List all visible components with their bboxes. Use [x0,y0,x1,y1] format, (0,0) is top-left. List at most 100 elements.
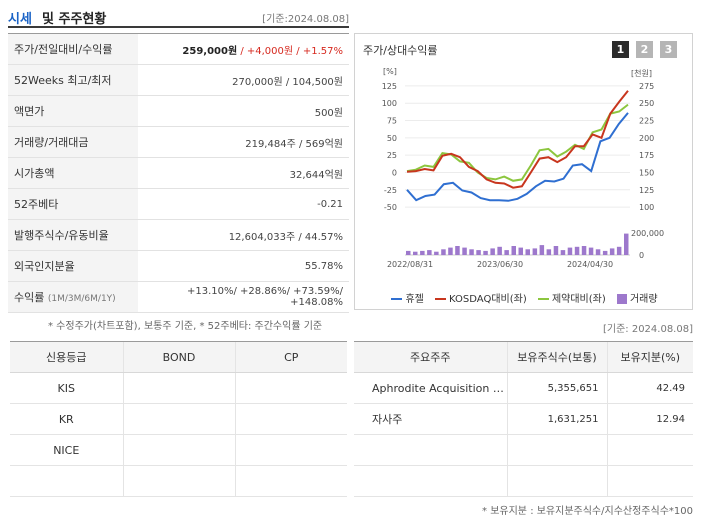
table-row: 주가/전일대비/수익률 259,000원 / +4,000원 / +1.57% [8,33,349,65]
table-row [10,465,347,497]
holder-name: 자사주 [354,403,507,435]
price-change: +4,000원 [246,45,294,57]
table-row: 52주베타 -0.21 [8,188,349,220]
volume-bar [469,249,474,256]
left-tick-label: 25 [387,151,397,160]
legend-item: 제약대비(좌) [537,294,606,305]
column-header: 주요주주 [354,341,507,373]
table-row [354,434,693,466]
holder-shares: 5,355,651 [506,372,607,404]
stat-value: 32,644억원 [138,157,349,189]
volume-bar [588,247,594,255]
holder-percent [606,434,693,466]
current-price: 259,000원 [182,45,238,57]
volume-bar [609,248,615,255]
stat-value: +13.10%/ +28.86%/ +73.59%/ +148.08% [138,281,349,313]
volume-bar [490,248,495,255]
holder-percent: 42.49 [606,372,693,404]
left-axis-unit: [%] [383,67,397,76]
stat-value: 500원 [138,95,349,127]
price-chart-panel: 주가/상대수익률 1 2 3 [%] [천원] 125 100 75 50 25 0 -25 -5… [354,33,693,310]
x-tick-label: 2023/06/30 [477,260,523,269]
holders-date: [기준: 2024.08.08] [602,324,693,335]
bond-rating [123,465,236,497]
volume-bar [427,250,432,255]
table-row: 시가총액 32,644억원 [8,157,349,189]
volume-bar [525,249,530,256]
chart-page-2-button[interactable]: 2 [636,41,653,58]
legend-item: 거래량 [616,294,658,305]
volume-tick-label: 0 [639,251,644,260]
holder-name [354,434,507,466]
volume-bar [483,250,488,255]
holder-shares: 1,631,251 [506,403,607,435]
credit-rating-table: 신용등급 BOND CP KIS KR NICE [10,341,347,497]
holders-footnote: * 보유지분 : 보유지분주식수/지수산정주식수*100 [482,506,693,517]
table-row: 거래량/거래대금 219,484주 / 569억원 [8,126,349,158]
series-line-kosdaq [406,90,629,189]
stat-label: 수익률 (1M/3M/6M/1Y) [8,281,138,313]
left-tick-label: -25 [384,186,397,195]
volume-bar [602,250,608,255]
volume-bar [560,250,566,255]
table-row: KIS [10,372,347,404]
table-row: 액면가 500원 [8,95,349,127]
table-header-row: 주요주주 보유주식수(보통) 보유지분(%) [354,341,693,373]
volume-bar [567,247,573,255]
stat-label: 액면가 [8,95,138,127]
volume-bar [616,246,622,255]
right-tick-label: 125 [639,186,654,195]
table-row: NICE [10,434,347,466]
rating-agency: NICE [10,434,124,466]
volume-tick-label: 200,000 [631,229,664,238]
legend-item: KOSDAQ대비(좌) [435,294,527,305]
left-tick-label: 75 [387,117,397,126]
left-tick-label: 50 [387,134,397,143]
title-rest: 및 주주현황 [42,12,107,27]
right-tick-label: 150 [639,168,654,177]
volume-bar [476,250,481,255]
table-row: 외국인지분율 55.78% [8,250,349,282]
left-tick-label: 100 [382,99,397,108]
volume-bar [434,251,439,255]
table-row: 수익률 (1M/3M/6M/1Y) +13.10%/ +28.86%/ +73.… [8,281,349,313]
chart-title: 주가/상대수익률 [363,44,438,57]
volume-bar [504,250,509,255]
stat-value: 259,000원 / +4,000원 / +1.57% [138,33,349,65]
table-row: Aphrodite Acquisition … 5,355,651 42.49 [354,372,693,404]
volume-bar [413,251,418,255]
left-tick-label: 125 [382,82,397,91]
table-row: 자사주 1,631,251 12.94 [354,403,693,435]
price-stats-table: 주가/전일대비/수익률 259,000원 / +4,000원 / +1.57% … [8,33,349,313]
table-header-row: 신용등급 BOND CP [10,341,347,373]
chart-page-1-button[interactable]: 1 [612,41,629,58]
legend-swatch [616,294,627,304]
volume-bar [518,247,523,255]
volume-bar [420,250,425,255]
right-tick-label: 250 [639,99,654,108]
left-tick-label: 0 [392,168,397,177]
chart-page-3-button[interactable]: 3 [660,41,677,58]
stat-value: 219,484주 / 569억원 [138,126,349,158]
price-chart: [%] [천원]1251007550250-25-5027525022520017… [382,67,664,269]
holder-shares [506,465,607,497]
x-tick-label: 2024/04/30 [567,260,613,269]
volume-bar [497,246,502,255]
volume-bar [539,245,545,255]
stat-label: 52Weeks 최고/최저 [8,64,138,96]
stat-label: 외국인지분율 [8,250,138,282]
stat-label: 주가/전일대비/수익률 [8,33,138,65]
volume-bar [595,249,601,256]
stat-label: 거래량/거래대금 [8,126,138,158]
cp-rating [235,434,347,466]
holder-name [354,465,507,497]
right-tick-label: 175 [639,151,654,160]
holder-name: Aphrodite Acquisition … [354,372,507,404]
volume-bar [624,233,629,255]
holder-percent: 12.94 [606,403,693,435]
volume-bar [511,246,516,255]
stat-label: 52주베타 [8,188,138,220]
column-header: 보유주식수(보통) [506,341,607,373]
cp-rating [235,372,347,404]
bond-rating [123,403,236,435]
